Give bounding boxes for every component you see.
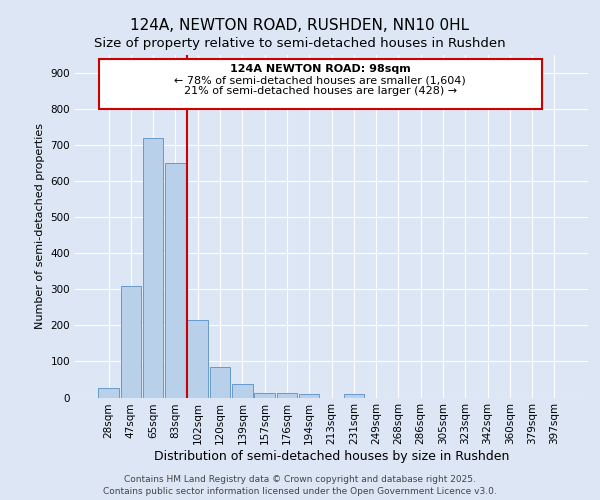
Text: 124A NEWTON ROAD: 98sqm: 124A NEWTON ROAD: 98sqm (230, 64, 411, 74)
Text: 124A, NEWTON ROAD, RUSHDEN, NN10 0HL: 124A, NEWTON ROAD, RUSHDEN, NN10 0HL (130, 18, 470, 32)
Text: Size of property relative to semi-detached houses in Rushden: Size of property relative to semi-detach… (94, 38, 506, 51)
Bar (299, 394, 319, 398)
X-axis label: Distribution of semi-detached houses by size in Rushden: Distribution of semi-detached houses by … (154, 450, 509, 463)
Text: ← 78% of semi-detached houses are smaller (1,604): ← 78% of semi-detached houses are smalle… (175, 76, 466, 86)
Bar (277, 393, 297, 398)
Bar (121, 286, 141, 398)
Bar (187, 320, 208, 398)
Bar (232, 384, 253, 398)
Text: Contains public sector information licensed under the Open Government Licence v3: Contains public sector information licen… (103, 487, 497, 496)
Y-axis label: Number of semi-detached properties: Number of semi-detached properties (35, 123, 45, 329)
Bar (165, 163, 186, 398)
Bar (210, 367, 230, 398)
Bar (143, 138, 163, 398)
Bar (344, 394, 364, 398)
Text: 21% of semi-detached houses are larger (428) →: 21% of semi-detached houses are larger (… (184, 86, 457, 96)
FancyBboxPatch shape (98, 58, 542, 109)
Bar (254, 393, 275, 398)
Bar (98, 388, 119, 398)
Text: Contains HM Land Registry data © Crown copyright and database right 2025.: Contains HM Land Registry data © Crown c… (124, 474, 476, 484)
